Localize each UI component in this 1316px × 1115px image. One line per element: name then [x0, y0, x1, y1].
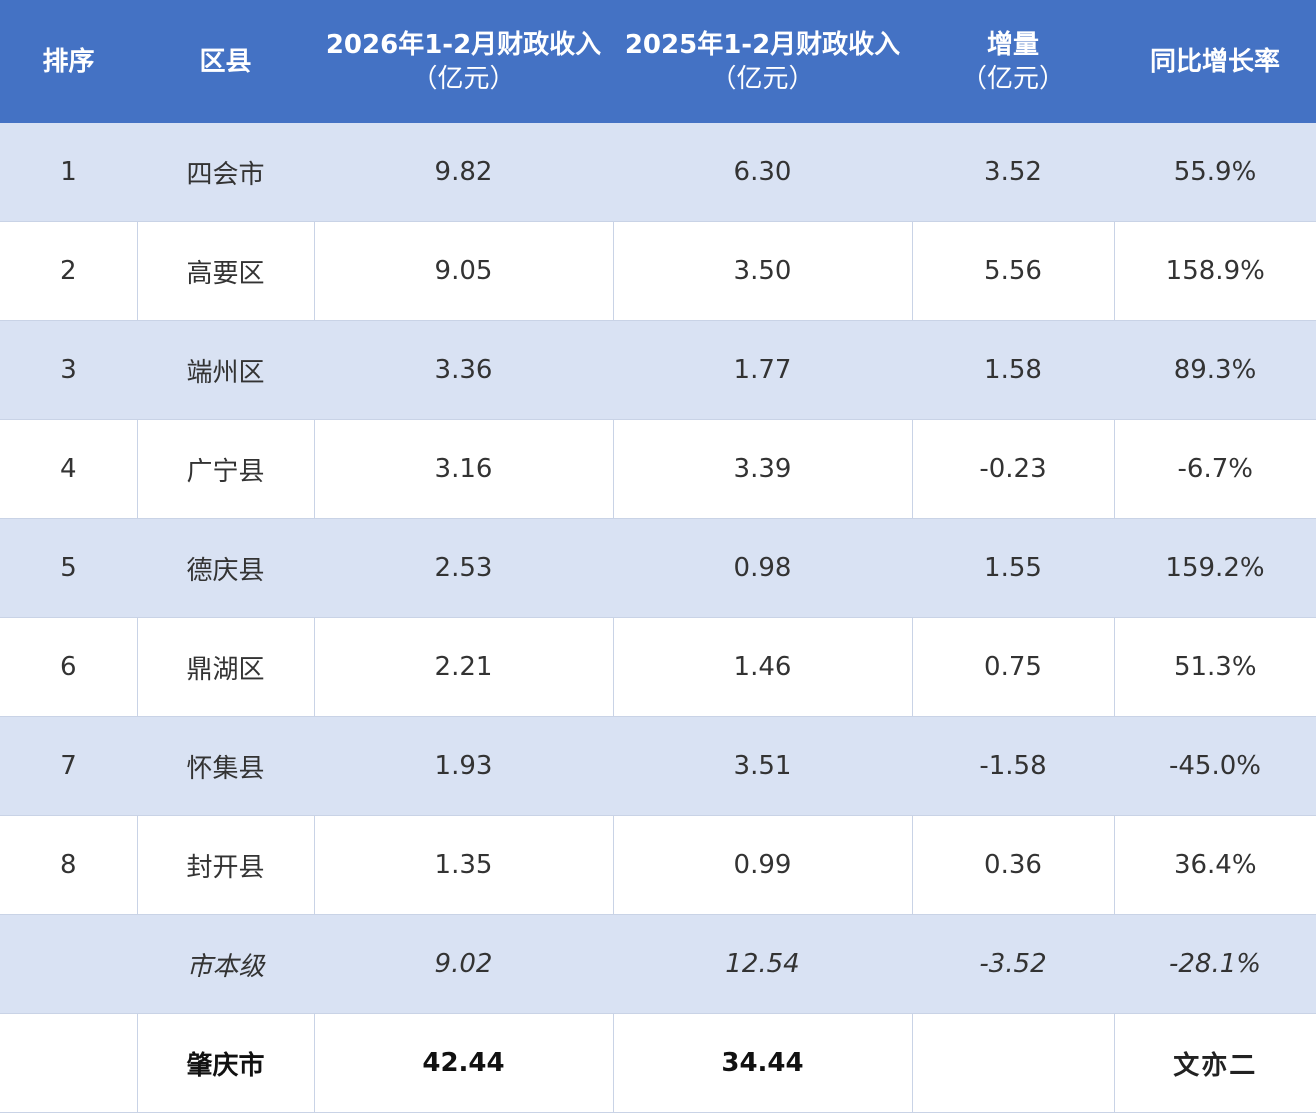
rank-cell: 3 — [0, 320, 137, 420]
increase-cell: 1.58 — [912, 320, 1114, 420]
header-district: 区县 — [137, 0, 314, 123]
district-cell: 怀集县 — [137, 716, 314, 816]
city-level-row: 市本级 9.02 12.54 -3.52 -28.1% — [0, 914, 1316, 1014]
table-row: 2 高要区 9.05 3.50 5.56 158.9% — [0, 221, 1316, 321]
rank-cell: 7 — [0, 716, 137, 816]
table-row: 4 广宁县 3.16 3.39 -0.23 -6.7% — [0, 419, 1316, 519]
increase-cell — [911, 1013, 1114, 1113]
rank-cell: 8 — [0, 815, 137, 915]
growth-cell: 51.3% — [1113, 617, 1316, 717]
growth-cell: 89.3% — [1114, 320, 1316, 420]
increase-cell: 1.55 — [912, 518, 1114, 618]
revenue-2025-cell: 1.77 — [613, 320, 912, 420]
district-cell: 广宁县 — [136, 419, 314, 519]
revenue-2025-cell: 12.54 — [613, 914, 912, 1014]
header-row: 排序 区县 2026年1-2月财政收入 （亿元） 2025年1-2月财政收入 （亿元… — [0, 0, 1316, 123]
growth-cell: 158.9% — [1113, 221, 1316, 321]
rank-cell: 2 — [0, 221, 137, 321]
table-row: 8 封开县 1.35 0.99 0.36 36.4% — [0, 815, 1316, 915]
table-row: 6 鼎湖区 2.21 1.46 0.75 51.3% — [0, 617, 1316, 717]
increase-cell: -0.23 — [911, 419, 1114, 519]
district-cell: 德庆县 — [137, 518, 314, 618]
revenue-2025-cell: 1.46 — [612, 617, 912, 717]
rank-cell: 5 — [0, 518, 137, 618]
district-cell: 四会市 — [137, 123, 314, 222]
header-increase: 增量 （亿元） — [912, 0, 1114, 123]
header-rank: 排序 — [0, 0, 137, 123]
growth-cell: -6.7% — [1113, 419, 1316, 519]
revenue-2026-cell: 9.05 — [313, 221, 613, 321]
revenue-2026-cell: 1.35 — [313, 815, 613, 915]
district-cell: 肇庆市 — [136, 1013, 314, 1113]
rank-cell — [0, 1013, 137, 1113]
revenue-2026-cell: 1.93 — [314, 716, 613, 816]
revenue-2025-cell: 0.98 — [613, 518, 912, 618]
district-cell: 高要区 — [136, 221, 314, 321]
rank-cell: 1 — [0, 123, 137, 222]
table-row: 1 四会市 9.82 6.30 3.52 55.9% — [0, 123, 1316, 222]
increase-cell: 0.75 — [911, 617, 1114, 717]
increase-cell: -3.52 — [912, 914, 1114, 1014]
increase-cell: -1.58 — [912, 716, 1114, 816]
table-row: 7 怀集县 1.93 3.51 -1.58 -45.0% — [0, 716, 1316, 816]
rank-cell: 6 — [0, 617, 137, 717]
header-revenue-2026: 2026年1-2月财政收入 （亿元） — [314, 0, 613, 123]
total-row: 肇庆市 42.44 34.44 文亦二 — [0, 1013, 1316, 1113]
revenue-2025-cell: 6.30 — [613, 123, 912, 222]
revenue-2026-cell: 3.16 — [313, 419, 613, 519]
revenue-2026-cell: 9.82 — [314, 123, 613, 222]
district-cell: 封开县 — [136, 815, 314, 915]
revenue-2025-cell: 3.39 — [612, 419, 912, 519]
increase-cell: 3.52 — [912, 123, 1114, 222]
growth-cell: 36.4% — [1113, 815, 1316, 915]
revenue-2026-cell: 42.44 — [313, 1013, 613, 1113]
revenue-2026-cell: 3.36 — [314, 320, 613, 420]
revenue-2025-cell: 34.44 — [612, 1013, 912, 1113]
growth-cell: 55.9% — [1114, 123, 1316, 222]
growth-cell: 159.2% — [1114, 518, 1316, 618]
district-cell: 端州区 — [137, 320, 314, 420]
district-cell: 鼎湖区 — [136, 617, 314, 717]
watermark: 文亦二 — [1173, 1050, 1258, 1081]
header-revenue-2025: 2025年1-2月财政收入 （亿元） — [613, 0, 912, 123]
revenue-2025-cell: 3.50 — [612, 221, 912, 321]
table-row: 3 端州区 3.36 1.77 1.58 89.3% — [0, 320, 1316, 420]
revenue-2026-cell: 2.53 — [314, 518, 613, 618]
district-cell: 市本级 — [137, 914, 314, 1014]
growth-cell: -45.0% — [1114, 716, 1316, 816]
header-growth-rate: 同比增长率 — [1114, 0, 1316, 123]
increase-cell: 0.36 — [911, 815, 1114, 915]
revenue-2026-cell: 9.02 — [314, 914, 613, 1014]
growth-cell: 文亦二 — [1113, 1013, 1316, 1113]
revenue-2025-cell: 0.99 — [612, 815, 912, 915]
revenue-2026-cell: 2.21 — [313, 617, 613, 717]
increase-cell: 5.56 — [911, 221, 1114, 321]
growth-cell: -28.1% — [1114, 914, 1316, 1014]
revenue-2025-cell: 3.51 — [613, 716, 912, 816]
rank-cell: 4 — [0, 419, 137, 519]
table-row: 5 德庆县 2.53 0.98 1.55 159.2% — [0, 518, 1316, 618]
rank-cell — [0, 914, 137, 1014]
